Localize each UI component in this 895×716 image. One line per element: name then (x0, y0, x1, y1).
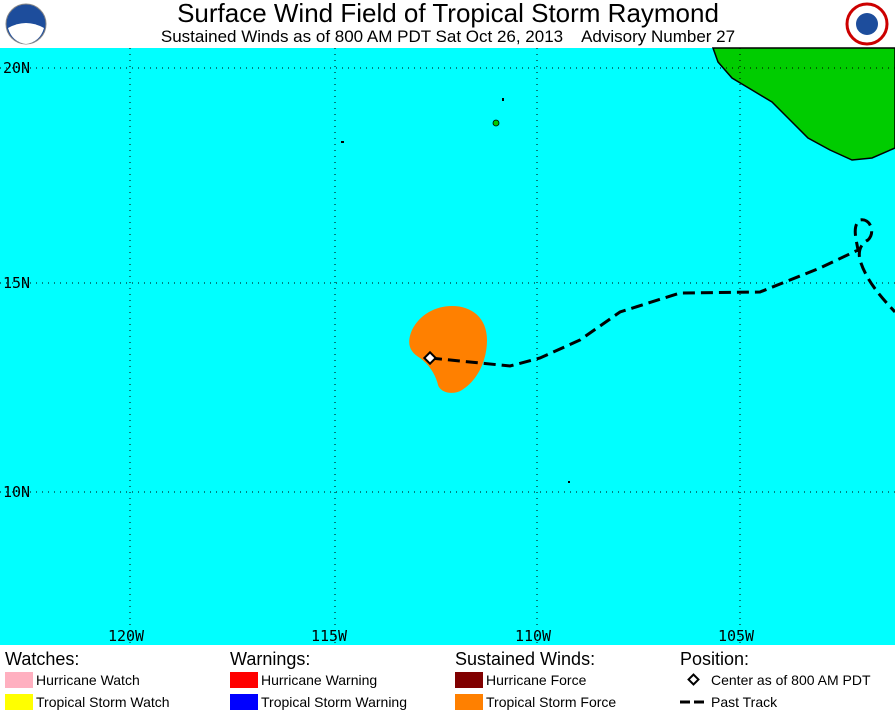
nws-logo-center (856, 13, 878, 35)
subtitle: Sustained Winds as of 800 AM PDT Sat Oct… (161, 27, 735, 46)
island (502, 98, 504, 101)
legend-swatch (455, 672, 483, 688)
land (711, 47, 895, 161)
legend-swatch (455, 694, 483, 710)
legend-title: Sustained Winds: (455, 649, 595, 669)
lon-label: 120W (108, 627, 145, 645)
lon-label: 110W (515, 627, 552, 645)
legend-item: Hurricane Warning (261, 672, 377, 688)
legend-item: Center as of 800 AM PDT (711, 672, 871, 688)
island (568, 481, 570, 483)
legend-item: Past Track (711, 694, 778, 710)
past-track (429, 218, 895, 368)
lon-label: 115W (311, 627, 348, 645)
legend-swatch (5, 672, 33, 688)
lat-label: 15N (3, 274, 30, 292)
legend-title: Position: (680, 649, 749, 669)
title: Surface Wind Field of Tropical Storm Ray… (177, 0, 719, 28)
legend-item: Hurricane Watch (36, 672, 140, 688)
legend-title: Warnings: (230, 649, 310, 669)
legend-swatch (230, 694, 258, 710)
island (492, 119, 500, 127)
lon-label: 105W (718, 627, 755, 645)
lat-label: 20N (3, 59, 30, 77)
legend-item: Tropical Storm Force (486, 694, 616, 710)
island (341, 141, 344, 143)
storm-center (422, 350, 438, 366)
legend-title: Watches: (5, 649, 79, 669)
legend-symbol (687, 673, 700, 686)
noaa-logo-bird (8, 23, 44, 44)
legend-item: Hurricane Force (486, 672, 587, 688)
legend-item: Tropical Storm Watch (36, 694, 170, 710)
lat-label: 10N (3, 483, 30, 501)
legend-swatch (5, 694, 33, 710)
tropical-storm-force-wind-field (409, 306, 487, 393)
legend-item: Tropical Storm Warning (261, 694, 407, 710)
legend: Watches: Hurricane Watch Tropical Storm … (5, 649, 871, 710)
legend-swatch (230, 672, 258, 688)
